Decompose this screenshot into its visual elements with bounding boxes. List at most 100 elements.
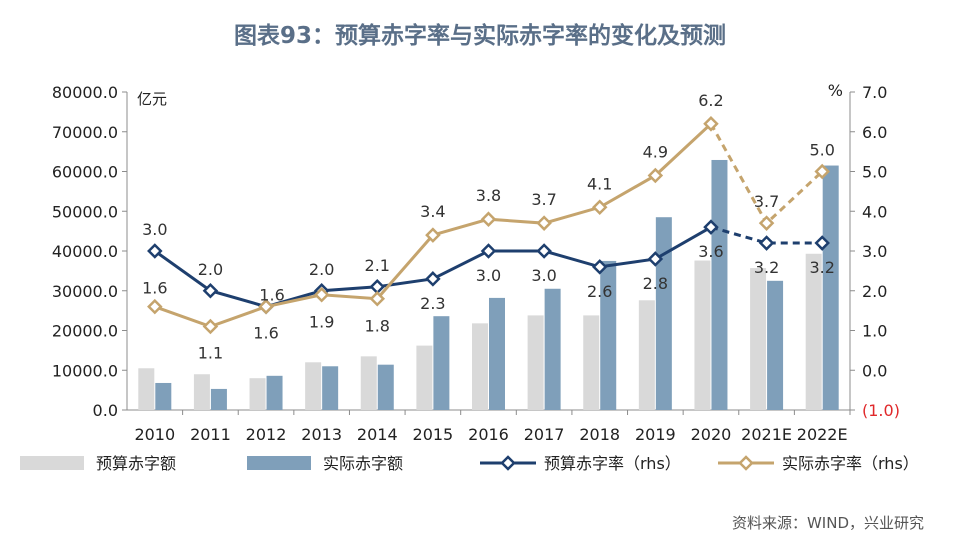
- budget-rate-data-label: 2.6: [587, 282, 612, 301]
- actual-rate-data-label: 4.1: [587, 174, 612, 193]
- legend-swatch-marker: [500, 455, 516, 471]
- actual-rate-data-label: 1.1: [198, 344, 223, 363]
- budget-deficit-bar: [249, 378, 266, 410]
- left-axis-unit: 亿元: [137, 90, 167, 108]
- actual-rate-marker: [480, 211, 497, 227]
- budget-deficit-bar: [583, 315, 600, 410]
- left-axis-tick-label: 20000.0: [52, 322, 118, 341]
- legend-swatch-bar: [247, 456, 311, 470]
- left-axis-tick-label: 50000.0: [52, 202, 118, 221]
- budget-deficit-bar: [305, 362, 322, 410]
- actual-rate-marker: [369, 290, 386, 307]
- x-axis-tick-label: 2018: [579, 425, 620, 444]
- actual-rate-data-label: 4.9: [643, 142, 668, 161]
- budget-rate-marker: [703, 219, 719, 235]
- actual-deficit-bar: [266, 375, 283, 410]
- actual-rate-data-label: 3.7: [531, 190, 556, 209]
- x-axis-tick-label: 2015: [413, 425, 454, 444]
- actual-rate-data-label: 1.8: [365, 317, 390, 336]
- budget-deficit-bar: [694, 260, 711, 410]
- left-axis-tick-label: 40000.0: [52, 242, 118, 261]
- budget-rate-data-label: 3.0: [142, 220, 167, 239]
- actual-deficit-bar: [544, 288, 561, 410]
- right-axis-tick-label: 2.0: [862, 282, 887, 301]
- legend-label: 实际赤字率（rhs）: [782, 454, 919, 473]
- actual-deficit-bar: [210, 388, 227, 410]
- budget-rate-marker: [202, 282, 219, 299]
- actual-deficit-bar: [822, 165, 839, 410]
- x-axis-tick-label: 2011: [190, 425, 231, 444]
- legend-swatch-marker: [738, 455, 754, 471]
- actual-deficit-bar: [377, 364, 394, 410]
- budget-deficit-bar: [805, 253, 822, 410]
- actual-rate-data-label: 1.9: [309, 313, 334, 332]
- legend-label: 预算赤字额: [96, 454, 176, 473]
- right-axis-unit: %: [828, 81, 843, 100]
- budget-deficit-bar: [527, 315, 544, 410]
- x-axis-tick-label: 2012: [246, 425, 287, 444]
- budget-rate-data-label: 3.2: [754, 258, 779, 277]
- actual-rate-data-label: 3.7: [754, 192, 779, 211]
- legend-label: 实际赤字额: [323, 454, 403, 473]
- source-note: 资料来源：WIND，兴业研究: [731, 514, 924, 532]
- right-axis-tick-label: 3.0: [862, 242, 887, 261]
- actual-rate-data-label: 1.6: [253, 324, 278, 343]
- budget-rate-data-label: 3.0: [531, 266, 556, 285]
- budget-deficit-bar: [193, 374, 210, 410]
- budget-rate-data-label: 3.2: [809, 258, 834, 277]
- budget-rate-marker: [425, 271, 441, 287]
- actual-rate-marker: [536, 215, 552, 231]
- right-axis-tick-label: 0.0: [862, 361, 887, 380]
- budget-rate-data-label: 3.0: [476, 266, 501, 285]
- left-axis-tick-label: 80000.0: [52, 83, 118, 102]
- left-axis-tick-label: 30000.0: [52, 282, 118, 301]
- budget-deficit-bar: [416, 345, 433, 410]
- right-axis-tick-label: 7.0: [862, 83, 887, 102]
- x-axis-tick-label: 2013: [301, 425, 342, 444]
- budget-rate-marker: [814, 235, 830, 251]
- left-axis-tick-label: 60000.0: [52, 163, 118, 182]
- x-axis-tick-label: 2016: [468, 425, 509, 444]
- actual-rate-marker: [647, 167, 664, 184]
- budget-rate-marker: [647, 251, 664, 267]
- budget-rate-data-label: 2.1: [365, 256, 390, 275]
- legend-label: 预算赤字率（rhs）: [544, 454, 681, 473]
- actual-rate-marker: [703, 116, 719, 132]
- budget-rate-marker: [591, 259, 608, 275]
- actual-deficit-bar: [322, 366, 339, 410]
- legend-swatch-bar: [20, 456, 84, 470]
- actual-rate-data-label: 3.4: [420, 202, 445, 221]
- actual-rate-marker: [425, 227, 441, 243]
- x-axis-tick-label: 2014: [357, 425, 398, 444]
- right-axis-tick-label: (1.0): [862, 401, 900, 420]
- x-axis-tick-label: 2010: [134, 425, 175, 444]
- actual-deficit-bar: [711, 159, 728, 410]
- actual-deficit-bar: [489, 297, 505, 410]
- actual-rate-marker: [147, 298, 163, 315]
- actual-deficit-bar: [155, 382, 172, 410]
- left-axis-tick-label: 70000.0: [52, 123, 118, 142]
- budget-rate-data-label: 2.0: [309, 260, 334, 279]
- budget-rate-data-label: 2.3: [420, 294, 445, 313]
- right-axis-tick-label: 6.0: [862, 123, 887, 142]
- actual-rate-marker: [313, 286, 330, 303]
- actual-deficit-bar: [655, 217, 672, 410]
- budget-rate-marker: [480, 243, 497, 259]
- actual-rate-data-label: 5.0: [809, 141, 834, 160]
- actual-rate-marker: [758, 215, 775, 231]
- x-axis-tick-label: 2021E: [741, 425, 792, 444]
- x-axis-tick-label: 2022E: [797, 425, 848, 444]
- budget-deficit-bar: [638, 300, 655, 410]
- budget-rate-data-label: 2.8: [643, 274, 668, 293]
- budget-rate-data-label: 1.6: [259, 286, 284, 305]
- left-axis-tick-label: 10000.0: [52, 361, 118, 380]
- actual-rate-data-label: 1.6: [142, 279, 167, 298]
- budget-deficit-bar: [472, 323, 488, 410]
- actual-rate-marker: [258, 298, 274, 315]
- actual-deficit-bar: [767, 280, 784, 410]
- actual-rate-marker: [202, 318, 219, 335]
- actual-rate-marker: [814, 163, 830, 180]
- x-axis-tick-label: 2020: [691, 425, 732, 444]
- chart-title: 图表93：预算赤字率与实际赤字率的变化及预测: [233, 23, 726, 49]
